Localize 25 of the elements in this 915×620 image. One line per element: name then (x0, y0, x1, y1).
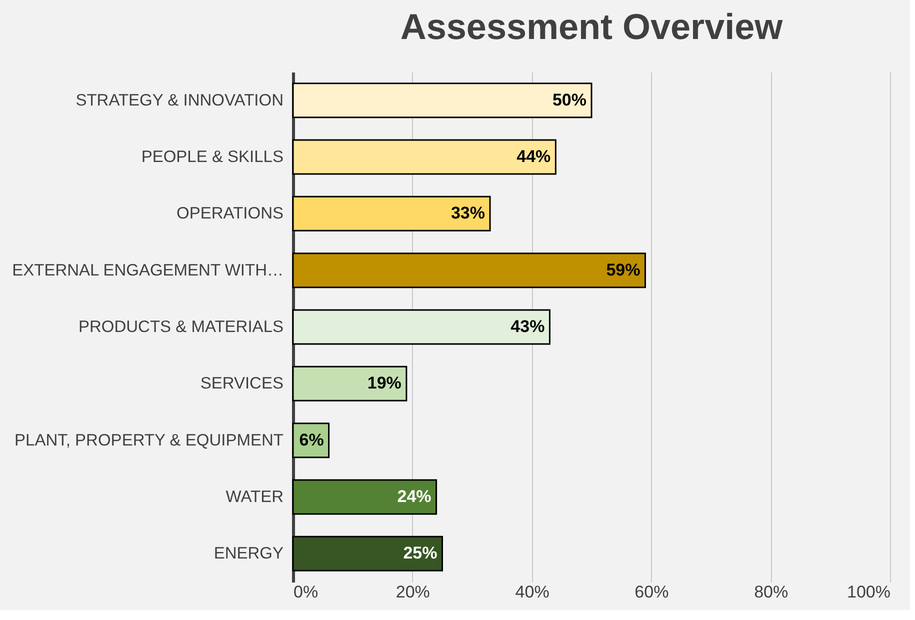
y-tick-label: OPERATIONS (176, 204, 284, 223)
y-tick-label: STRATEGY & INNOVATION (76, 91, 284, 110)
x-tick-label: 40% (515, 582, 550, 602)
data-label: 25% (403, 544, 438, 563)
data-label: 33% (450, 204, 486, 223)
chart-title: Assessment Overview (400, 6, 784, 47)
x-tick-label: 0% (294, 582, 318, 602)
data-label: 50% (552, 90, 586, 110)
x-tick-label: 20% (396, 582, 430, 602)
data-label: 6% (299, 430, 324, 450)
data-label: 19% (367, 374, 402, 393)
y-tick-label: PRODUCTS & MATERIALS (78, 318, 284, 336)
data-label: 59% (606, 260, 640, 280)
y-tick-label: SERVICES (200, 374, 284, 393)
data-label: 44% (516, 147, 551, 166)
y-tick-label: WATER (226, 488, 284, 506)
x-tick-label: 100% (847, 582, 890, 602)
data-label: 24% (397, 487, 432, 506)
data-label: 43% (510, 317, 545, 336)
x-tick-label: 80% (754, 582, 788, 602)
x-tick-label: 60% (634, 582, 669, 602)
y-tick-label: PLANT, PROPERTY & EQUIPMENT (14, 431, 284, 450)
y-tick-label: EXTERNAL ENGAGEMENT WITH… (12, 261, 284, 280)
y-tick-label: ENERGY (214, 544, 284, 563)
y-tick-label: PEOPLE & SKILLS (141, 148, 284, 166)
